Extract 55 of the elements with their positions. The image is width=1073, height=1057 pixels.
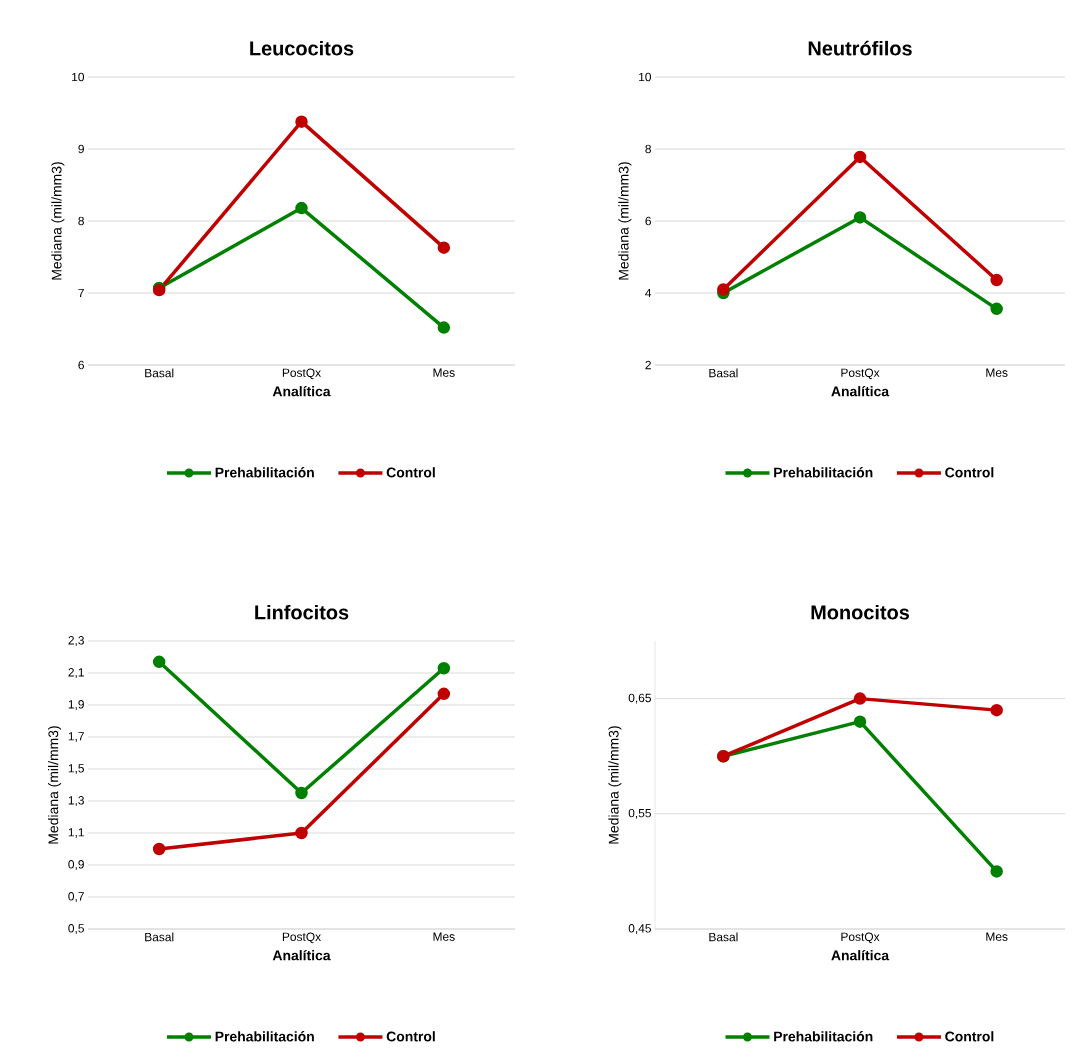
x-tick-label: PostQx	[841, 368, 880, 380]
legend-label: Control	[945, 467, 994, 478]
y-tick-label: 0,9	[68, 860, 84, 870]
x-tick-label: PostQx	[282, 932, 321, 944]
y-tick-label: 10	[639, 72, 652, 82]
x-tick-label: Basal	[145, 932, 174, 942]
y-tick-label: 0,5	[68, 924, 84, 934]
y-tick-label: 6	[78, 360, 84, 370]
y-tick-label: 0,65	[628, 693, 651, 704]
x-tick-label: Mes	[986, 368, 1008, 377]
legend-label: Prehabilitación	[215, 467, 314, 478]
y-tick-label: 0,55	[628, 808, 651, 819]
x-tick-label: Basal	[709, 932, 738, 942]
y-tick-label: 4	[645, 288, 652, 298]
legend-label: Prehabilitación	[774, 467, 873, 478]
chart-title: Monocitos	[811, 604, 910, 620]
x-tick-label: PostQx	[841, 932, 880, 944]
x-tick-label: PostQx	[282, 368, 321, 380]
y-tick-label: 8	[645, 144, 651, 154]
y-tick-label: 1,9	[68, 700, 84, 710]
y-tick-label: 8	[78, 216, 84, 226]
y-axis-title: Mediana (mil/mm3)	[608, 726, 622, 844]
chart-title: Linfocitos	[255, 604, 349, 620]
y-tick-label: 2,3	[68, 636, 84, 646]
y-tick-label: 10	[72, 72, 85, 82]
y-tick-label: 0,45	[628, 924, 651, 934]
legend-label: Control	[386, 467, 435, 478]
y-axis-title: Mediana (mil/mm3)	[48, 726, 62, 844]
x-tick-label: Mes	[433, 932, 455, 941]
y-tick-label: 2	[645, 360, 651, 370]
y-tick-label: 2,1	[68, 668, 84, 678]
legend-label: Prehabilitación	[215, 1031, 314, 1042]
y-tick-label: 1,3	[68, 796, 84, 806]
chart-title: Leucocitos	[250, 40, 354, 56]
x-axis-title: Analítica	[831, 385, 890, 397]
y-axis-title: Mediana (mil/mm3)	[618, 162, 632, 280]
x-axis-title: Analítica	[272, 949, 331, 961]
y-tick-label: 6	[645, 216, 651, 226]
y-tick-label: 7	[78, 288, 84, 298]
x-axis-title: Analítica	[272, 385, 331, 397]
x-tick-label: Basal	[709, 368, 738, 378]
x-axis-title: Analítica	[831, 949, 890, 961]
legend-label: Control	[386, 1031, 435, 1042]
y-axis-title: Mediana (mil/mm3)	[51, 162, 65, 280]
y-tick-label: 1,7	[68, 732, 84, 742]
y-tick-label: 1,1	[68, 828, 84, 838]
x-tick-label: Basal	[145, 368, 174, 378]
x-tick-label: Mes	[986, 932, 1008, 941]
legend-label: Control	[945, 1031, 994, 1042]
legend-label: Prehabilitación	[774, 1031, 873, 1042]
chart-title: Neutrófilos	[808, 40, 912, 56]
y-tick-label: 1,5	[68, 764, 84, 774]
y-tick-label: 9	[78, 144, 84, 154]
y-tick-label: 0,7	[68, 892, 84, 902]
x-tick-label: Mes	[433, 368, 455, 377]
